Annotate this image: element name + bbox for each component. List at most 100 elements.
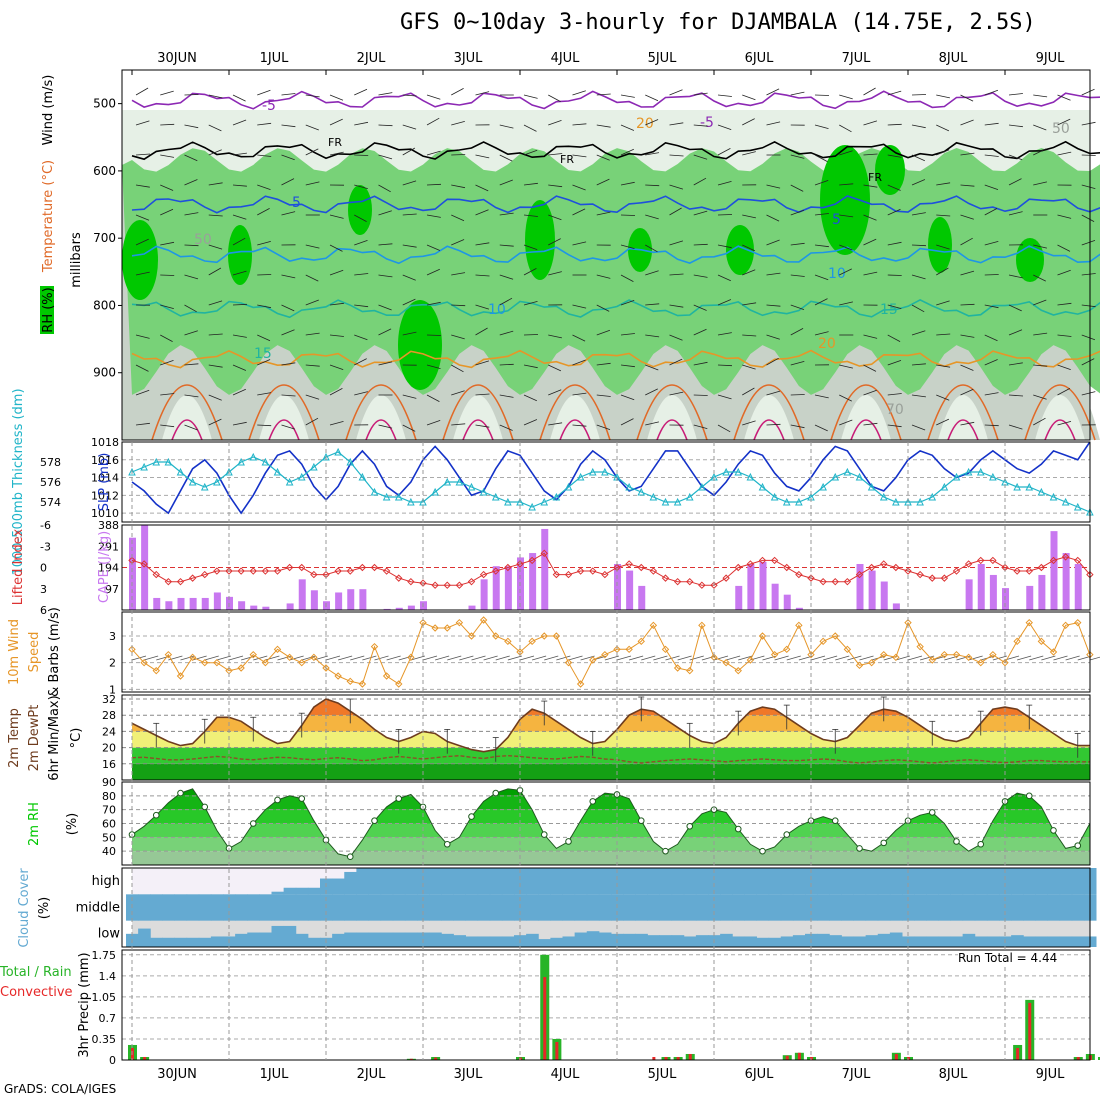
rh-point (686, 822, 694, 830)
wind-barb (572, 424, 587, 427)
cape-bar (504, 566, 512, 610)
wind-barb (1057, 421, 1072, 426)
wind-barb (839, 301, 853, 306)
wind-speed-point (310, 653, 318, 662)
thickness-point (176, 467, 185, 476)
temp-tick-label: 32 (102, 693, 116, 706)
wind-barb (305, 124, 319, 131)
rh-point (565, 838, 572, 845)
wind-barb (523, 334, 539, 336)
li-point (1013, 567, 1021, 575)
cloud-middle-bar (138, 894, 151, 921)
wind-barb (620, 181, 635, 186)
wind-axis-label: Speed (27, 632, 42, 673)
cloud-low-bar (1023, 936, 1036, 947)
surface-wind-barb (144, 655, 159, 661)
wind-barb (572, 90, 586, 96)
wind-barb (839, 214, 854, 218)
cloud-middle-bar (380, 894, 394, 921)
wind-barb (329, 388, 343, 396)
thickness-point (213, 477, 221, 486)
rh-tick-label: 70 (102, 804, 116, 817)
rh-point (540, 831, 548, 838)
li-point (431, 581, 439, 589)
thickness-point (394, 492, 403, 501)
cloud-low-bar (574, 932, 588, 947)
cape-bar (492, 566, 500, 610)
wind-speed-point (1074, 618, 1082, 627)
precip-convective-bar (555, 1041, 559, 1060)
thickness-point (770, 492, 779, 501)
surface-wind-barb (629, 655, 644, 661)
date-label-top: 9JUL (1036, 51, 1066, 66)
wind-barb (523, 214, 538, 217)
wind-speed-point (637, 637, 645, 646)
cloud-middle-bar (829, 894, 842, 921)
temp-tick-label: 16 (102, 758, 116, 771)
wind-barb (790, 154, 805, 159)
thickness-point (346, 457, 355, 466)
wind-speed-point (407, 653, 415, 662)
thickness-point (1049, 492, 1058, 501)
rh-point (856, 845, 863, 852)
thickness-line (131, 451, 1091, 513)
wind-barb (645, 184, 660, 187)
wind-speed-point (370, 642, 379, 651)
wind-barb (451, 154, 466, 156)
date-label-bottom: 30JUN (157, 1067, 197, 1082)
wind-barb (1008, 362, 1023, 366)
wind-barb (936, 300, 950, 306)
wind-barb (620, 418, 634, 426)
wind-barb (548, 422, 563, 426)
thickness-point (540, 497, 549, 506)
wind-speed-point (443, 624, 451, 632)
rh-point (662, 847, 669, 855)
cloud-middle-bar (332, 894, 345, 921)
cloud-low-bar (853, 936, 867, 947)
wind-barb (426, 301, 441, 306)
wind-barb (887, 360, 902, 366)
li-point (661, 574, 670, 582)
wind-barb (305, 94, 320, 98)
surface-wind-barb (410, 655, 425, 661)
li-point (201, 570, 209, 579)
cloud-high-bar (938, 868, 951, 895)
cloud-high-bar (598, 868, 612, 895)
cape-bar (735, 585, 743, 610)
wind-barb (911, 212, 926, 216)
wind-barb (135, 238, 149, 246)
thickness-point (285, 477, 294, 486)
cloud-high-bar (999, 868, 1012, 895)
cloud-middle-bar (198, 894, 212, 921)
li-tick-label: 6 (40, 604, 47, 617)
li-point (952, 567, 961, 575)
wind-barb (936, 364, 951, 368)
precip-convective-bar (143, 1056, 147, 1060)
cloud-middle-bar (1059, 894, 1073, 921)
thickness-point (637, 487, 646, 496)
wind-barb (523, 94, 538, 99)
thickness-point (867, 482, 876, 491)
wind-barb (669, 273, 684, 276)
wind-barb (596, 362, 611, 366)
wind-barb (475, 91, 490, 96)
cape-bar (335, 592, 343, 610)
wind-barb (572, 392, 587, 396)
wind-barb (620, 333, 635, 336)
rh-point (492, 789, 500, 797)
cloud-low-bar (150, 937, 163, 947)
cloud-high-bar (501, 868, 515, 895)
cloud-low-bar (198, 937, 212, 947)
wind-barb (863, 389, 877, 396)
wind-barb (305, 244, 320, 249)
thickness-point (261, 457, 270, 466)
rh-point (1025, 792, 1033, 800)
thickness-tick-label: 574 (40, 496, 61, 509)
wind-barb (160, 274, 175, 276)
wind-barb (426, 394, 440, 402)
wind-barb (281, 304, 295, 312)
wind-barb (814, 298, 828, 306)
cloud-middle-bar (865, 894, 879, 921)
cape-bar (395, 607, 403, 610)
cloud-high-bar (1023, 868, 1036, 895)
